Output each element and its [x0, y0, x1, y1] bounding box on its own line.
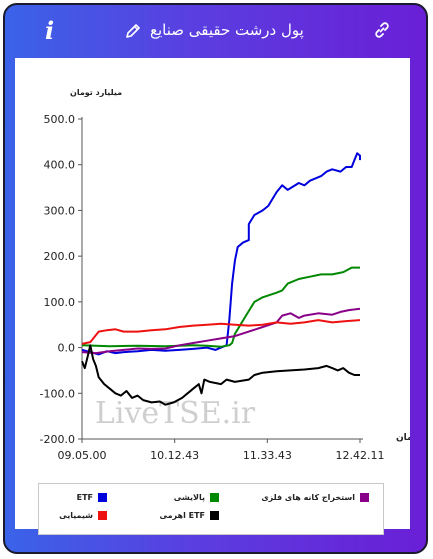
- y-tick-label: 0.0: [58, 342, 76, 355]
- series-line-3: [81, 319, 361, 345]
- pencil-icon[interactable]: [125, 23, 141, 39]
- legend-label: استخراج کانه های فلزی: [261, 493, 355, 502]
- legend-item-metal-mining[interactable]: استخراج کانه های فلزی: [259, 492, 369, 504]
- series-line-2: [81, 307, 361, 355]
- y-tick-label: 400.0: [44, 159, 76, 172]
- legend-label: پالایشی: [173, 493, 205, 502]
- page-title: پول درشت حقیقی صنایع: [150, 21, 304, 39]
- y-tick-label: 300.0: [44, 204, 76, 217]
- legend-swatch: [210, 511, 219, 520]
- info-icon[interactable]: i: [45, 16, 55, 45]
- chart-legend: ETF پالایشی استخراج کانه های فلزی شیمیای…: [38, 483, 384, 535]
- legend-item-etf[interactable]: ETF: [39, 492, 107, 504]
- header-bar: i پول درشت حقیقی صنایع: [5, 5, 426, 57]
- legend-swatch: [360, 493, 369, 502]
- app-frame: i پول درشت حقیقی صنایع میلیارد تومان زما…: [3, 3, 428, 554]
- y-tick-label: -200.0: [40, 433, 75, 446]
- legend-swatch: [210, 493, 219, 502]
- y-tick-label: 500.0: [44, 113, 76, 126]
- series-line-4: [81, 344, 360, 406]
- legend-item-leveraged-etf[interactable]: ETF اهرمی: [149, 510, 219, 522]
- line-chart: میلیارد تومان زمان LiveTSE.ir 500.0400.0…: [40, 88, 410, 462]
- series-line-1: [81, 266, 360, 348]
- x-axis-label: زمان: [396, 433, 410, 443]
- legend-label: شیمیایی: [59, 511, 93, 520]
- legend-item-refinery[interactable]: پالایشی: [149, 492, 219, 504]
- chart-panel: میلیارد تومان زمان LiveTSE.ir 500.0400.0…: [15, 58, 410, 529]
- x-tick-label: 12.42.11: [336, 449, 385, 462]
- legend-swatch: [98, 493, 107, 502]
- legend-item-chemical[interactable]: شیمیایی: [39, 510, 107, 522]
- legend-swatch: [98, 511, 107, 520]
- y-axis-label: میلیارد تومان: [70, 88, 122, 97]
- legend-label: ETF اهرمی: [159, 511, 206, 520]
- x-tick-label: 11.33.43: [243, 449, 292, 462]
- x-tick-label: 10.12.43: [150, 449, 199, 462]
- link-icon[interactable]: [373, 21, 391, 39]
- legend-label: ETF: [76, 493, 93, 502]
- y-tick-label: 200.0: [44, 250, 76, 263]
- x-tick-label: 09.05.00: [58, 449, 107, 462]
- series-line-0: [81, 152, 361, 356]
- y-tick-label: -100.0: [40, 387, 75, 400]
- y-tick-label: 100.0: [44, 296, 76, 309]
